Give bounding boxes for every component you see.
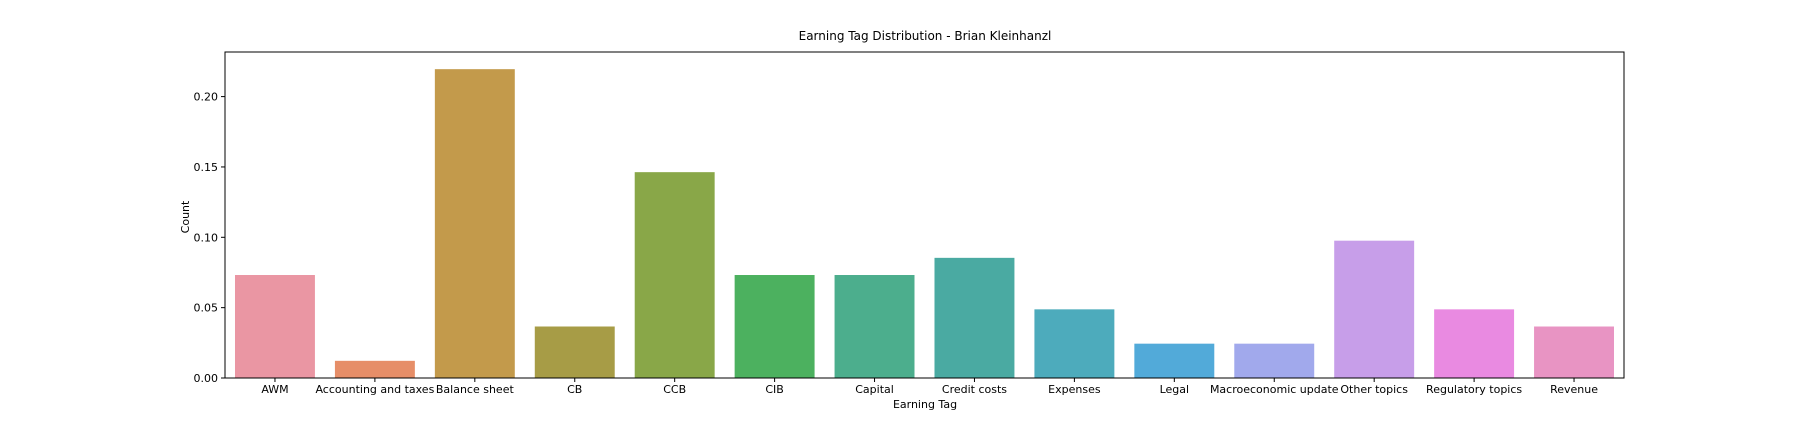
bar-11 bbox=[1334, 240, 1415, 378]
x-axis-label: Earning Tag bbox=[893, 398, 957, 411]
bar-9 bbox=[1134, 343, 1215, 378]
bar-3 bbox=[534, 326, 615, 378]
bar-4 bbox=[634, 172, 715, 378]
x-tick-label: Regulatory topics bbox=[1426, 383, 1522, 396]
bar-5 bbox=[734, 275, 815, 378]
y-tick-label: 0.20 bbox=[194, 91, 219, 104]
bar-6 bbox=[834, 275, 915, 378]
x-tick-label: CCB bbox=[663, 383, 686, 396]
x-tick-label: Macroeconomic update bbox=[1210, 383, 1339, 396]
bar-2 bbox=[434, 69, 515, 379]
x-tick-label: Legal bbox=[1160, 383, 1189, 396]
plot-frame bbox=[224, 51, 1625, 379]
x-tick-label: CB bbox=[567, 383, 582, 396]
x-tick-label: Capital bbox=[855, 383, 894, 396]
x-axis: AWM Accounting and taxes Balance sheet CB CC… bbox=[261, 378, 1598, 396]
x-tick-label: Accounting and taxes bbox=[315, 383, 434, 396]
bar-13 bbox=[1534, 326, 1614, 378]
x-tick-label: Expenses bbox=[1048, 383, 1101, 396]
bar-8 bbox=[1034, 309, 1115, 378]
chart-title: Earning Tag Distribution - Brian Kleinha… bbox=[799, 29, 1052, 43]
y-tick-label: 0.10 bbox=[194, 231, 219, 244]
bar-12 bbox=[1434, 309, 1515, 378]
y-tick-label: 0.05 bbox=[194, 302, 219, 315]
y-tick-label: 0.00 bbox=[194, 372, 219, 385]
bar-0 bbox=[234, 275, 315, 378]
x-tick-label: Other topics bbox=[1340, 383, 1408, 396]
y-axis: 0.00 0.05 0.10 0.15 0.20 bbox=[194, 91, 225, 385]
y-tick-label: 0.15 bbox=[194, 161, 219, 174]
bar-7 bbox=[934, 257, 1015, 378]
bars-group bbox=[234, 69, 1614, 379]
x-tick-label: AWM bbox=[261, 383, 288, 396]
x-tick-label: CIB bbox=[765, 383, 783, 396]
x-tick-label: Balance sheet bbox=[436, 383, 515, 396]
x-tick-label: Credit costs bbox=[942, 383, 1007, 396]
bar-1 bbox=[334, 360, 415, 378]
bar-10 bbox=[1234, 343, 1315, 378]
y-axis-label: Count bbox=[179, 200, 192, 233]
x-tick-label: Revenue bbox=[1550, 383, 1598, 396]
